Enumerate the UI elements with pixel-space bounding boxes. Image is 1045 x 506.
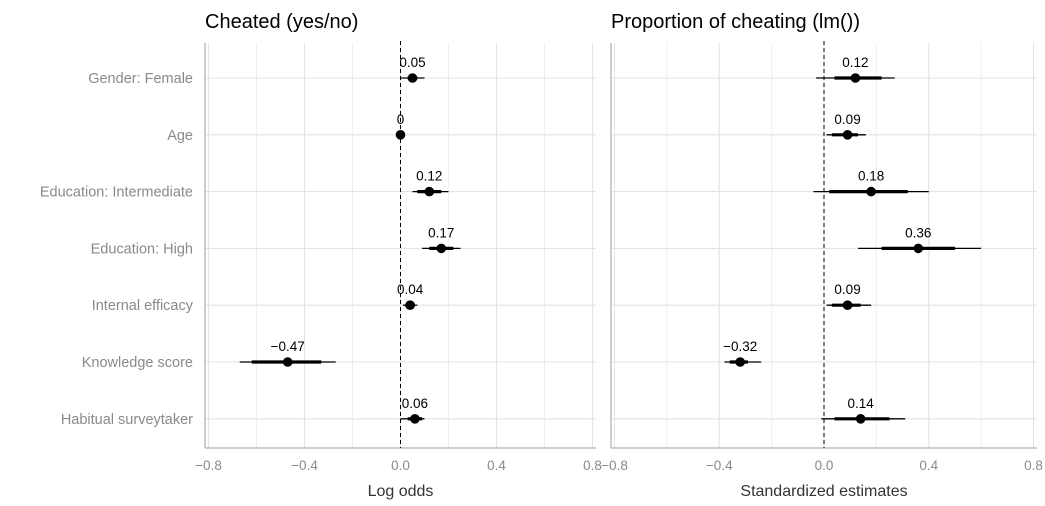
estimate-point <box>410 414 420 424</box>
x-tick-label: −0.4 <box>291 458 318 473</box>
y-category-label: Education: High <box>91 241 193 257</box>
estimate-label: −0.47 <box>271 339 305 354</box>
estimate-label: 0.09 <box>834 112 860 127</box>
estimate-point <box>282 357 293 367</box>
estimate-point <box>436 243 447 254</box>
estimate-point <box>395 130 406 140</box>
x-tick-label: −0.4 <box>706 458 733 473</box>
estimate-label: 0.12 <box>416 169 442 184</box>
estimate-label: 0.36 <box>905 225 931 240</box>
x-tick-label: 0.0 <box>391 458 410 473</box>
estimate-point <box>842 130 853 140</box>
x-axis-title: Standardized estimates <box>740 483 907 500</box>
estimate-label: 0.18 <box>858 169 884 184</box>
estimate-point <box>913 243 924 254</box>
estimate-point <box>866 186 876 197</box>
y-category-label: Habitual surveytaker <box>61 412 193 428</box>
panel-title: Cheated (yes/no) <box>205 11 358 33</box>
x-tick-label: 0.8 <box>583 458 602 473</box>
estimate-point <box>405 300 415 311</box>
estimate-label: 0.09 <box>834 282 860 297</box>
estimate-point <box>424 186 435 197</box>
estimate-label: 0.06 <box>402 396 428 411</box>
y-category-label: Age <box>167 128 193 144</box>
x-tick-label: 0.4 <box>919 458 938 473</box>
y-category-label: Education: Intermediate <box>40 185 193 201</box>
estimate-label: 0.12 <box>842 55 868 70</box>
estimate-point <box>407 73 418 83</box>
x-tick-label: 0.0 <box>815 458 834 473</box>
y-category-label: Knowledge score <box>82 355 193 371</box>
x-tick-label: 0.4 <box>487 458 506 473</box>
x-tick-label: −0.8 <box>601 458 628 473</box>
x-tick-label: −0.8 <box>195 458 222 473</box>
estimate-label: 0.14 <box>848 396 875 411</box>
estimate-point <box>842 300 853 311</box>
estimate-point <box>735 357 745 367</box>
estimate-point <box>850 73 861 83</box>
y-category-label: Internal efficacy <box>92 298 194 314</box>
x-axis-title: Log odds <box>368 483 434 500</box>
estimate-label: 0.04 <box>397 282 424 297</box>
panel-title: Proportion of cheating (lm()) <box>611 11 860 33</box>
estimate-label: −0.32 <box>723 339 757 354</box>
estimate-point <box>855 414 866 424</box>
y-category-label: Gender: Female <box>88 71 193 87</box>
estimate-label: 0.05 <box>399 55 425 70</box>
estimate-label: 0 <box>397 112 405 127</box>
x-tick-label: 0.8 <box>1024 458 1043 473</box>
estimate-label: 0.17 <box>428 225 454 240</box>
